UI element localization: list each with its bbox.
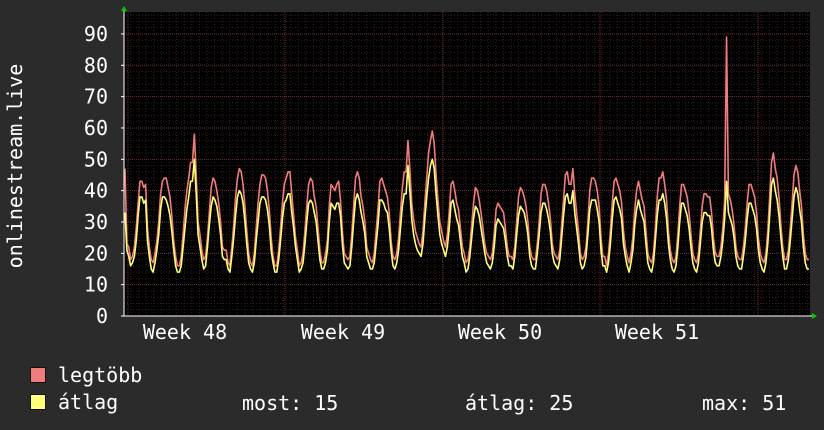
y-tick-label: 60 — [84, 116, 108, 140]
legend-swatch-max — [30, 367, 46, 383]
y-tick-label: 50 — [84, 147, 108, 171]
series-line-max — [124, 36, 809, 267]
plot-area — [124, 12, 810, 316]
x-axis-arrow — [812, 313, 817, 319]
stat-now: most: 15 — [242, 391, 338, 415]
y-tick-label: 90 — [84, 22, 108, 46]
chart: 0 10 20 30 40 50 60 70 80 90 Week 48 Week 49 Week 50… — [3, 6, 817, 344]
axes — [121, 6, 817, 319]
x-tick-label: Week 50 — [458, 320, 542, 344]
y-tick-label: 70 — [84, 85, 108, 109]
y-tick-label: 10 — [84, 273, 108, 297]
stat-now-label: most: — [242, 391, 303, 415]
y-tick-label: 20 — [84, 241, 108, 265]
x-tick-label: Week 49 — [301, 320, 385, 344]
stat-max-value: 51 — [762, 391, 787, 415]
stat-max-label: max: — [702, 391, 751, 415]
stat-average: átlag: 25 — [465, 391, 573, 415]
legend-item-avg: átlag — [30, 390, 119, 414]
legend-item-max: legtöbb — [30, 363, 143, 387]
legend-label-avg: átlag — [58, 390, 119, 414]
stat-average-label: átlag: — [465, 391, 538, 415]
y-tick-label: 0 — [96, 304, 108, 328]
x-tick-label: Week 48 — [143, 320, 227, 344]
y-axis-arrow — [121, 6, 127, 11]
y-tick-label: 80 — [84, 53, 108, 77]
y-tick-label: 40 — [84, 179, 108, 203]
y-tick-label: 30 — [84, 210, 108, 234]
legend-label-max: legtöbb — [58, 363, 143, 387]
legend-swatch-avg — [30, 394, 46, 410]
stat-average-value: 25 — [549, 391, 574, 415]
stat-now-value: 15 — [314, 391, 339, 415]
series-line-average — [124, 158, 809, 273]
x-tick-label: Week 51 — [615, 320, 699, 344]
grid — [124, 12, 810, 316]
series-layer — [124, 36, 809, 273]
tick-labels: 0 10 20 30 40 50 60 70 80 90 Week 48 Week 49 Week 50… — [84, 22, 699, 344]
stat-max: max: 51 — [702, 391, 786, 415]
y-axis-label: onlinestream.live — [3, 64, 27, 269]
